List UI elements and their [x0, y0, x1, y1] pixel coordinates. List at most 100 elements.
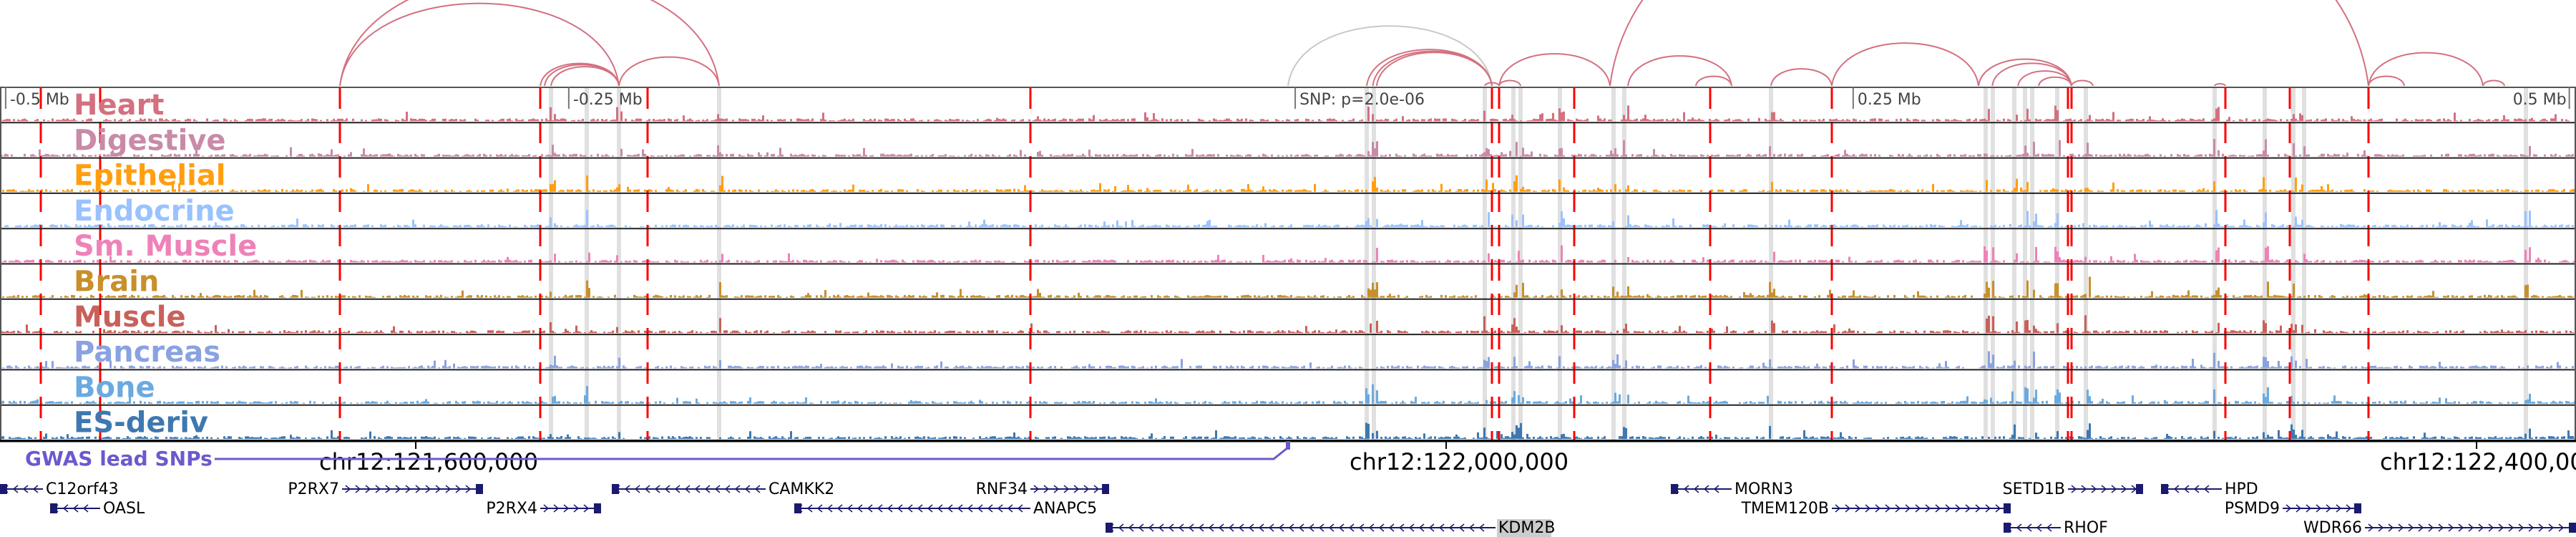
strand-forward-icon [2285, 504, 2352, 513]
signal-epithelial [2, 175, 2576, 192]
gene-label[interactable]: P2RX7 [288, 480, 339, 498]
gene-label[interactable]: RHOF [2064, 519, 2108, 537]
gene-label[interactable]: CAMKK2 [769, 480, 834, 498]
gene-label[interactable]: C12orf43 [46, 480, 119, 498]
loop-arc [339, 0, 720, 87]
track-label: Digestive [74, 124, 226, 157]
loop-arc [1609, 0, 2369, 87]
signal-brain [2, 276, 2574, 298]
axis-tick-label: chr12:122,000,000 [1350, 448, 1568, 475]
loop-arc [2368, 75, 2405, 87]
loop-arc [1695, 75, 1732, 87]
scale-label: -0.5 Mb [10, 91, 69, 109]
strand-forward-icon [2368, 523, 2565, 532]
track-label: Endocrine [74, 195, 235, 228]
track-label: Epithelial [74, 160, 226, 193]
gene-label[interactable]: PSMD9 [2225, 500, 2280, 518]
scale-label: -0.25 Mb [573, 91, 643, 109]
scale-labels: -0.5 Mb -0.25 Mb SNP: p=2.0e-06 0.25 Mb 0.5 … [4, 87, 2570, 109]
scale-label: 0.25 Mb [1858, 91, 1921, 109]
gene-label[interactable]: RNF34 [976, 480, 1028, 498]
gene-exon [794, 503, 801, 513]
track-label: ES-deriv [74, 407, 208, 440]
gene-exon [476, 484, 483, 494]
gene-exon [1102, 484, 1110, 494]
gene-label[interactable]: SETD1B [2003, 480, 2065, 498]
gene-exon [50, 503, 58, 513]
signal-bone [0, 384, 2576, 404]
gene-exon [612, 484, 619, 494]
loop-arc [339, 2, 620, 87]
strand-forward-icon [1835, 504, 2001, 513]
track-label: Heart [74, 89, 164, 122]
gene-label[interactable]: P2RX4 [486, 500, 537, 518]
gene-track: C12orf43 OASL P2RX7 P2RX4 CAMKK2 ANAPC5 RNF34 K… [0, 480, 2576, 537]
gwas-connector [215, 446, 1289, 460]
gene-exon [2354, 503, 2362, 513]
axis-tick-label: chr12:122,400,000 [2380, 448, 2576, 475]
gwas-snp-marker[interactable] [1286, 441, 1290, 450]
gene-exon [2004, 523, 2011, 533]
gene-label[interactable]: OASL [103, 500, 145, 518]
strand-forward-icon [345, 485, 472, 493]
gene-exon [2135, 484, 2143, 494]
scale-label: 0.5 Mb [2513, 91, 2567, 109]
loop-arc [2214, 83, 2226, 87]
track-label: Pancreas [74, 336, 220, 369]
signal-digestive [0, 139, 2574, 157]
loop-arc [2038, 76, 2072, 87]
coordinate-axis: chr12:121,600,000 chr12:122,000,000 chr12:… [0, 440, 2576, 475]
gwas-track[interactable]: GWAS lead SNPs [25, 441, 1290, 470]
loop-arc [1375, 52, 1493, 87]
gene-label[interactable]: TMEM120B [1741, 500, 1829, 518]
gene-label[interactable]: HPD [2225, 480, 2258, 498]
gene-exon [2161, 484, 2169, 494]
signal-es-deriv [0, 422, 2576, 439]
loop-arc [1991, 62, 2072, 87]
signal-muscle [0, 315, 2574, 334]
loop-arc [2071, 79, 2094, 87]
loop-arc [618, 56, 720, 87]
signal-heart [2, 105, 2570, 122]
gene-exon [2569, 523, 2576, 533]
gene-exon [1106, 523, 1113, 533]
gwas-track-label[interactable]: GWAS lead SNPs [25, 447, 213, 470]
loop-arc [550, 66, 620, 87]
loop-arc [2368, 52, 2484, 87]
track-label: Muscle [74, 301, 186, 334]
gene-label[interactable]: KDM2B [1498, 519, 1555, 537]
loop-arc [1372, 50, 1493, 87]
gene-exon [2004, 503, 2011, 513]
signal-sm-muscle [2, 245, 2576, 263]
loop-arc [1498, 53, 1611, 87]
gene-exon [593, 503, 601, 513]
loop-arcs [339, 0, 2505, 87]
loop-arc [1831, 42, 1979, 87]
signal-tracks [0, 105, 2576, 439]
loop-arc [1770, 68, 1833, 87]
signal-endocrine [4, 210, 2574, 228]
gene-exon [0, 484, 7, 494]
gene-exon [1670, 484, 1678, 494]
loop-arc [1498, 79, 1521, 87]
strand-forward-icon [543, 504, 590, 513]
gene-highlight [1497, 519, 1552, 537]
axis-tick-label: chr12:121,600,000 [319, 448, 538, 475]
track-label: Bone [74, 371, 155, 404]
gene-label[interactable]: WDR66 [2303, 519, 2362, 537]
loop-arc [2017, 70, 2072, 87]
signal-pancreas [2, 351, 2574, 369]
loop-arc [1287, 25, 1493, 87]
loop-arc [2482, 79, 2505, 87]
strand-forward-icon [1033, 485, 1100, 493]
gene-label[interactable]: ANAPC5 [1033, 500, 1097, 518]
track-label: Brain [74, 266, 159, 299]
track-borders [0, 87, 2576, 441]
track-label: Sm. Muscle [74, 230, 257, 263]
gene-label[interactable]: MORN3 [1735, 480, 1793, 498]
scale-label: SNP: p=2.0e-06 [1299, 91, 1425, 109]
loop-arc [1627, 55, 1732, 87]
strand-forward-icon [2071, 485, 2137, 493]
